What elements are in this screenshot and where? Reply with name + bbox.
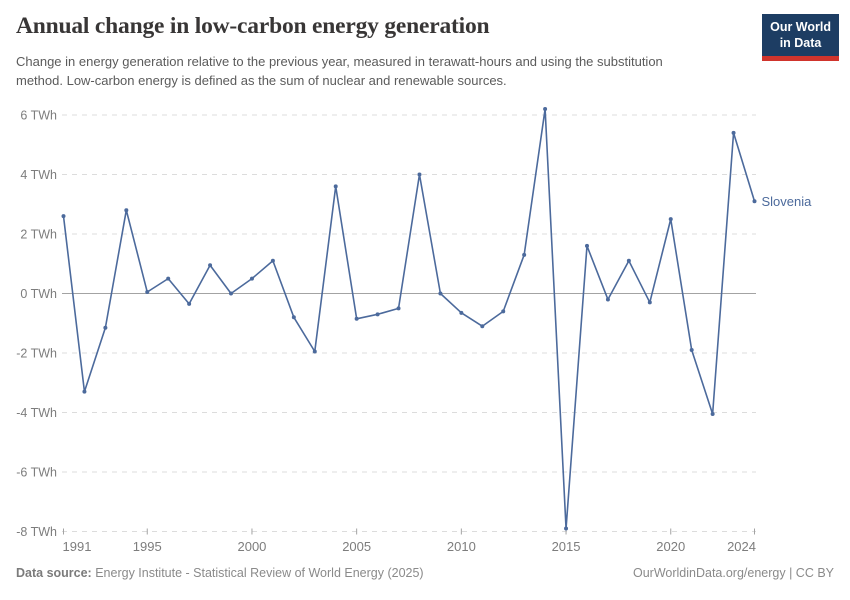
data-point[interactable] [626,258,631,263]
data-point[interactable] [752,199,757,204]
data-point[interactable] [417,172,422,177]
data-line[interactable] [62,108,756,530]
data-point[interactable] [584,243,589,248]
y-tick-label: -6 TWh [16,466,57,480]
data-point[interactable] [480,324,485,329]
x-tick-label: 2020 [656,539,685,554]
data-point[interactable] [689,348,694,353]
data-point[interactable] [333,184,338,189]
data-point[interactable] [229,291,234,296]
data-source: Data source: Energy Institute - Statisti… [16,566,424,580]
data-point[interactable] [124,208,129,213]
y-tick-label: -8 TWh [16,525,57,539]
y-tick-label: 0 TWh [20,287,57,301]
data-point[interactable] [312,349,317,354]
data-point[interactable] [82,389,87,394]
data-point[interactable] [396,306,401,311]
y-tick-label: -4 TWh [16,406,57,420]
x-tick-label: 2010 [447,539,476,554]
data-source-text: Energy Institute - Statistical Review of… [91,566,424,580]
chart-subtitle: Change in energy generation relative to … [16,54,663,88]
chart-footer: Data source: Energy Institute - Statisti… [16,566,834,580]
owid-logo[interactable]: Our World in Data [762,14,839,61]
data-point[interactable] [166,276,171,281]
x-tick-label: 2024 [727,539,756,554]
data-point[interactable] [438,291,443,296]
data-source-label: Data source: [16,566,92,580]
data-point[interactable] [103,325,108,330]
data-point[interactable] [459,310,464,315]
data-point[interactable] [249,276,254,281]
data-point[interactable] [605,297,610,302]
data-point[interactable] [731,130,736,135]
credit-link[interactable]: OurWorldinData.org/energy | CC BY [632,566,834,580]
data-point[interactable] [61,214,66,219]
series-end-label[interactable]: Slovenia [762,194,813,209]
x-tick-label: 2005 [342,539,371,554]
x-tick-label: 1995 [133,539,162,554]
data-point[interactable] [291,315,296,320]
y-tick-label: 2 TWh [20,228,57,242]
x-tick-label: 1991 [63,539,92,554]
data-point[interactable] [501,309,506,314]
y-tick-label: 4 TWh [20,168,57,182]
page-title: Annual change in low-carbon energy gener… [16,13,490,39]
data-point[interactable] [208,263,213,268]
data-point[interactable] [710,411,715,416]
data-point[interactable] [543,107,548,112]
owid-logo-line2: in Data [779,36,822,51]
data-point[interactable] [647,300,652,305]
y-tick-label: 6 TWh [20,109,57,123]
owid-logo-line1: Our World [770,20,831,34]
data-point[interactable] [145,290,150,295]
data-point[interactable] [187,301,192,306]
x-tick-label: 2000 [237,539,266,554]
y-tick-label: -2 TWh [16,347,57,361]
data-point[interactable] [564,526,569,531]
data-point[interactable] [375,312,380,317]
data-point[interactable] [522,252,527,257]
data-point[interactable] [270,258,275,263]
x-tick-label: 2015 [552,539,581,554]
data-point[interactable] [668,217,673,222]
data-point[interactable] [354,316,359,321]
